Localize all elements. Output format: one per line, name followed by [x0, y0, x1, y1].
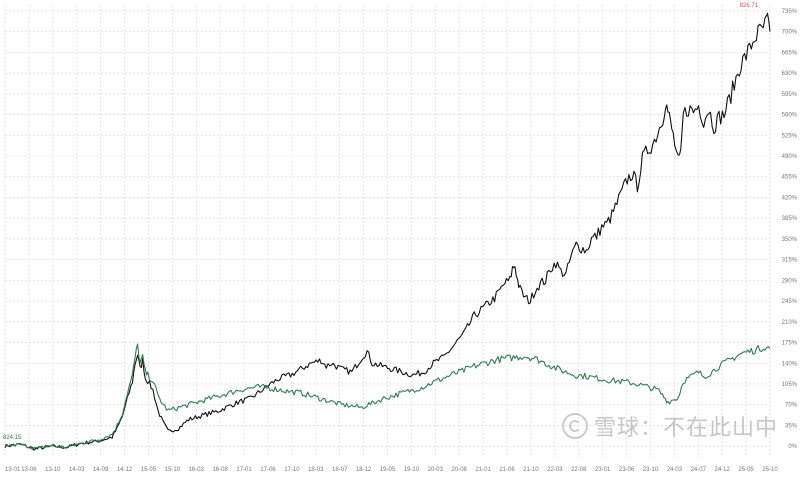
- y-tick-label: 420%: [782, 195, 798, 201]
- y-tick-label: 35%: [785, 423, 798, 429]
- watermark-text: 雪球：不在此山中: [593, 416, 778, 441]
- y-tick-label: 105%: [782, 382, 798, 388]
- x-tick-label: 14-09: [93, 467, 109, 473]
- x-tick-label: 18-12: [356, 467, 372, 473]
- y-tick-label: 560%: [782, 113, 798, 119]
- y-tick-label: 315%: [782, 258, 798, 264]
- x-tick-label: 13-01: [5, 467, 21, 473]
- x-tick-label: 22-08: [571, 467, 587, 473]
- y-tick-label: 735%: [782, 9, 798, 15]
- y-tick-label: 350%: [782, 237, 798, 243]
- x-tick-label: 15-10: [165, 467, 181, 473]
- x-tick-label: 24-07: [691, 467, 707, 473]
- x-tick-label: 17-06: [260, 467, 276, 473]
- x-tick-label: 25-05: [738, 467, 754, 473]
- x-tick-label: 13-10: [45, 467, 61, 473]
- y-axis-ticks: 0% 35% 70% 105% 140% 175% 210% 245% 280% 315% 350%…: [782, 9, 798, 450]
- x-tick-label: 16-03: [189, 467, 205, 473]
- x-tick-label: 13-06: [21, 467, 37, 473]
- y-tick-label: 70%: [785, 403, 798, 409]
- snowball-logo-icon: [561, 413, 588, 439]
- x-tick-label: 23-10: [643, 467, 659, 473]
- x-tick-label: 20-03: [428, 467, 444, 473]
- x-tick-label: 15-05: [141, 467, 157, 473]
- max-value-label: 826.71: [740, 3, 759, 9]
- y-tick-label: 280%: [782, 278, 798, 284]
- y-tick-label: 175%: [782, 341, 798, 347]
- min-value-label: 824.15: [3, 435, 22, 441]
- x-tick-label: 21-10: [523, 467, 539, 473]
- x-tick-label: 18-07: [332, 467, 348, 473]
- x-tick-label: 24-03: [667, 467, 683, 473]
- series-line-1: [4, 12, 771, 451]
- x-tick-label: 21-06: [499, 467, 515, 473]
- series-line-2: [4, 343, 771, 450]
- x-axis-ticks: 13-01 13-06 13-10 14-03 14-09 14-12 15-05 15-10…: [5, 467, 778, 473]
- x-tick-label: 17-10: [284, 467, 300, 473]
- x-tick-label: 20-08: [452, 467, 468, 473]
- x-tick-label: 16-08: [212, 467, 228, 473]
- y-tick-label: 630%: [782, 71, 798, 77]
- x-tick-label: 14-12: [117, 467, 133, 473]
- x-tick-label: 22-03: [547, 467, 563, 473]
- x-tick-label: 14-03: [69, 467, 85, 473]
- y-tick-label: 245%: [782, 299, 798, 305]
- y-tick-label: 665%: [782, 50, 798, 56]
- watermark: 雪球：不在此山中: [561, 411, 778, 441]
- y-tick-label: 210%: [782, 320, 798, 326]
- x-tick-label: 18-03: [308, 467, 324, 473]
- y-tick-label: 455%: [782, 175, 798, 181]
- y-tick-label: 700%: [782, 30, 798, 36]
- grid-layer: [4, 5, 771, 458]
- x-tick-label: 17-01: [236, 467, 252, 473]
- x-tick-label: 25-10: [762, 467, 778, 473]
- x-tick-label: 19-05: [380, 467, 396, 473]
- y-tick-label: 0%: [788, 444, 797, 450]
- y-tick-label: 385%: [782, 216, 798, 222]
- x-tick-label: 24-12: [715, 467, 731, 473]
- x-tick-label: 23-01: [595, 467, 611, 473]
- y-tick-label: 525%: [782, 133, 798, 139]
- x-tick-label: 23-06: [619, 467, 635, 473]
- x-tick-label: 21-01: [475, 467, 491, 473]
- y-tick-label: 490%: [782, 154, 798, 160]
- y-tick-label: 595%: [782, 92, 798, 98]
- x-tick-label: 19-10: [404, 467, 420, 473]
- series-layer: [4, 12, 771, 451]
- y-tick-label: 140%: [782, 361, 798, 367]
